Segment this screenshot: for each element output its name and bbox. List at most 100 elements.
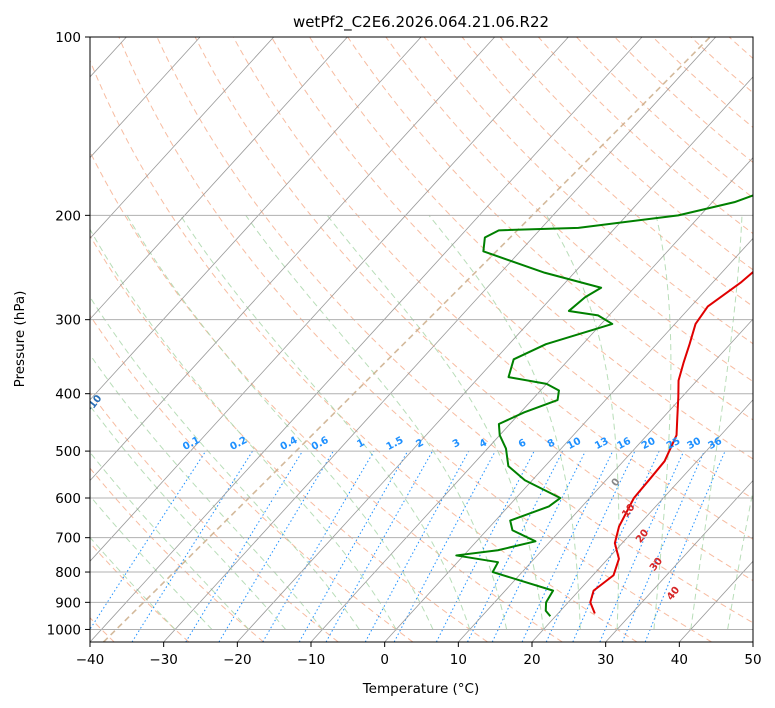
dry-adiabat-line (385, 37, 753, 383)
x-tick-label: −40 (76, 652, 105, 668)
y-tick-label: 300 (55, 313, 81, 329)
dry-adiabat-line (652, 37, 753, 129)
x-tick-label: −20 (223, 652, 252, 668)
dry-adiabat-line (90, 391, 339, 642)
isotherm-line (90, 37, 496, 482)
moist-adiabat-line (90, 536, 176, 630)
mixing-ratio-label: 1 (355, 437, 366, 450)
isotherm-line (90, 37, 201, 159)
x-axis: −40 −30 −20 −10 0 10 20 30 40 50 (76, 642, 762, 668)
isotherm-line (163, 37, 717, 642)
dry-adiabat-line (118, 37, 712, 642)
mixing-ratio-line (599, 450, 685, 642)
mixing-ratio-line (131, 450, 254, 642)
isotherm-line (384, 237, 753, 642)
dry-adiabat-line (690, 37, 753, 94)
y-tick-label: 400 (55, 387, 81, 403)
mixing-ratio-label: 2 (414, 437, 425, 450)
mixing-ratio-label: 36 (707, 436, 724, 452)
dry-adiabat-line (576, 37, 753, 199)
y-tick-label: 500 (55, 444, 81, 460)
moist-adiabat-line (126, 215, 434, 630)
mixing-ratio-line (325, 450, 433, 642)
mixing-ratio-line (185, 450, 303, 642)
isotherm-line (90, 37, 348, 320)
mixing-ratio-line (621, 450, 705, 642)
dry-adiabat-line (156, 37, 753, 624)
mixing-ratio-line (521, 450, 614, 642)
isotherm-line (458, 318, 753, 642)
dry-adiabat-line (90, 234, 488, 642)
isotherm-line (310, 157, 753, 642)
y-tick-label: 700 (55, 531, 81, 547)
dry-adiabat-line (767, 37, 775, 642)
moist-adiabat-line (546, 215, 620, 630)
dry-adiabat-line (614, 37, 753, 164)
moist-adiabat-line (90, 495, 213, 630)
dry-adiabat-line (461, 37, 753, 308)
mixing-ratio-line (262, 450, 375, 642)
moist-adiabat-line (764, 215, 775, 629)
moist-adiabat-line (727, 488, 753, 630)
y-axis: 100 200 300 400 500 600 700 800 900 1000 (47, 30, 90, 638)
temperature-trace (589, 270, 753, 614)
mixing-ratio-line (491, 450, 586, 642)
dry-adiabat-line (271, 37, 753, 500)
isotherm-lines (90, 37, 753, 642)
mixing-ratio-label: 8 (546, 437, 557, 450)
dry-adiabat-line (347, 37, 753, 421)
dry-adiabat-label: -10 (85, 393, 105, 414)
moist-adiabat-label: 40 (665, 585, 682, 603)
dry-adiabat-line (538, 37, 753, 235)
y-tick-label: 100 (55, 30, 81, 46)
isotherm-line (531, 399, 753, 642)
isotherm-line (90, 37, 275, 239)
x-tick-label: 20 (523, 652, 540, 668)
mixing-ratio-label: 1.5 (385, 435, 406, 453)
x-tick-label: −30 (149, 652, 178, 668)
y-axis-label: Pressure (hPa) (12, 291, 28, 388)
mixing-ratio-label: 4 (478, 437, 489, 450)
mixing-ratio-line (572, 450, 660, 642)
moist-adiabat-line (179, 215, 471, 630)
mixing-ratio-label: 13 (593, 436, 610, 452)
moist-adiabat-label: 20 (634, 528, 651, 546)
mixing-ratio-line (545, 450, 636, 642)
x-tick-label: 30 (597, 652, 614, 668)
y-tick-label: 600 (55, 491, 81, 507)
mixing-ratio-lines (90, 450, 726, 642)
x-axis-label: Temperature (°C) (362, 681, 480, 697)
x-tick-label: 40 (671, 652, 688, 668)
mixing-ratio-line (393, 450, 496, 642)
isotherm-line (237, 76, 753, 642)
x-tick-label: 50 (744, 652, 761, 668)
mixing-ratio-line (467, 450, 564, 642)
dry-adiabat-line (194, 37, 753, 582)
isotherm-line (90, 37, 643, 642)
y-tick-label: 800 (55, 565, 81, 581)
dewpoint-trace (455, 194, 753, 617)
mixing-ratio-label: 10 (566, 436, 583, 452)
dry-adiabat-line (728, 37, 753, 60)
x-tick-label: 0 (380, 652, 389, 668)
plot-frame (89, 36, 754, 643)
mixing-ratio-label: 20 (640, 436, 657, 452)
mixing-ratio-line (644, 450, 726, 642)
isotherm-line (605, 479, 753, 642)
saturation-curve (102, 37, 711, 642)
mixing-ratio-label: 3 (451, 437, 462, 450)
moist-adiabat-label: 0 (610, 477, 623, 489)
isobar-gridlines (90, 37, 753, 630)
dry-adiabat-line (90, 150, 563, 642)
isotherm-line (90, 37, 569, 562)
mixing-ratio-label: 0.6 (310, 435, 331, 453)
dry-adiabat-line (309, 37, 753, 460)
y-tick-label: 200 (55, 208, 81, 224)
dry-adiabat-line (90, 467, 264, 642)
profile-traces (455, 194, 753, 617)
mixing-ratio-label: 30 (686, 436, 703, 452)
mixing-ratio-label: 25 (665, 436, 682, 452)
isotherm-line (90, 37, 422, 401)
background-lines (90, 37, 775, 642)
